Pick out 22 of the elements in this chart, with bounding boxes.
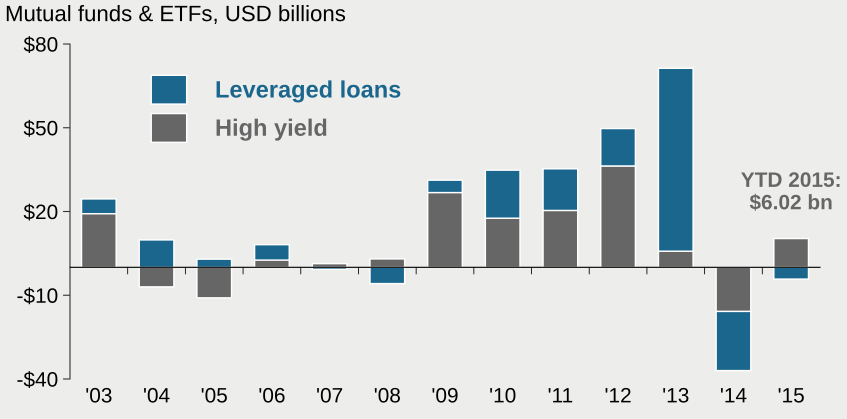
y-tick-label: $80 (24, 36, 58, 53)
x-tick-label: '09 (432, 388, 458, 403)
x-tick-label: '03 (86, 388, 112, 403)
legend-label: Leveraged loans (216, 80, 400, 102)
x-tick-label: '12 (606, 388, 631, 402)
y-tick-label: -$10 (17, 287, 58, 304)
x-tick-label: '10 (490, 388, 516, 403)
x-tick-label: '15 (778, 388, 804, 403)
x-tick-label: '08 (374, 388, 400, 403)
y-tick-label: -$40 (17, 371, 58, 388)
y-tick-label: $50 (24, 120, 58, 137)
x-tick-label: '11 (548, 388, 572, 402)
x-tick-label: '14 (720, 388, 746, 402)
annotation: YTD 2015: $6.02 bn (741, 172, 840, 211)
x-tick-label: '05 (202, 388, 227, 403)
x-tick-label: '13 (663, 388, 688, 403)
y-tick-label: $20 (24, 204, 58, 220)
chart-subtitle: Mutual funds & ETFs, USD billions (6, 5, 346, 24)
x-tick-label: '04 (144, 388, 170, 403)
legend-label: High yield (216, 118, 326, 141)
x-tick-label: '06 (259, 388, 285, 403)
x-tick-label: '07 (317, 388, 342, 403)
